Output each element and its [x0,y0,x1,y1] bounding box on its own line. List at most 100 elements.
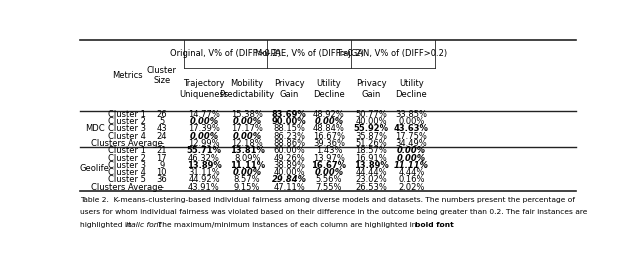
Text: -: - [161,183,163,192]
Text: 33.85%: 33.85% [396,110,428,119]
Text: Utility
Decline: Utility Decline [313,80,345,99]
Text: Cluster 4: Cluster 4 [108,132,146,141]
Text: 47.11%: 47.11% [273,183,305,192]
Text: 24: 24 [157,132,167,141]
Text: 43: 43 [157,124,167,133]
Text: 48.92%: 48.92% [313,110,345,119]
Text: 40.00%: 40.00% [273,168,305,177]
Text: 55.92%: 55.92% [354,124,388,133]
Text: 0.00%: 0.00% [232,117,262,126]
Text: users for whom individual fairness was violated based on their difference in the: users for whom individual fairness was v… [80,210,588,215]
Text: 9.15%: 9.15% [234,183,260,192]
Text: 7.55%: 7.55% [316,183,342,192]
Text: 0.00%: 0.00% [314,117,344,126]
Text: 88.15%: 88.15% [273,124,305,133]
Text: 0.00%: 0.00% [398,117,424,126]
Text: 21: 21 [157,146,167,155]
Text: 11.11%: 11.11% [394,161,429,170]
Text: TrajGAN, V% of (DIFF>0.2): TrajGAN, V% of (DIFF>0.2) [336,50,447,58]
Text: 12.99%: 12.99% [188,139,220,148]
Text: 9: 9 [159,161,164,170]
Text: 38.89%: 38.89% [273,161,305,170]
Text: 44.44%: 44.44% [355,168,387,177]
Text: highlighted in: highlighted in [80,222,134,228]
Text: 0.00%: 0.00% [232,132,262,141]
Text: Geolife: Geolife [80,165,110,173]
Text: Mo-PAE, V% of (DIFF>0.2): Mo-PAE, V% of (DIFF>0.2) [255,50,364,58]
Text: Cluster 1: Cluster 1 [108,146,146,155]
Text: 23.02%: 23.02% [355,176,387,184]
Text: 2.02%: 2.02% [398,183,424,192]
Text: 10: 10 [157,168,167,177]
Text: 86.23%: 86.23% [273,132,305,141]
Text: 17.17%: 17.17% [231,124,263,133]
Text: 48.84%: 48.84% [313,124,345,133]
Text: 0.00%: 0.00% [314,168,344,177]
Text: Cluster
Size: Cluster Size [147,66,177,85]
Text: 16.91%: 16.91% [355,154,387,163]
Text: Cluster 3: Cluster 3 [108,161,146,170]
Text: 90.00%: 90.00% [272,117,307,126]
Text: 12.18%: 12.18% [231,139,263,148]
Text: Trajectory
Uniqueness: Trajectory Uniqueness [179,80,228,99]
Text: 17.75%: 17.75% [396,132,428,141]
Text: 88.86%: 88.86% [273,139,305,148]
Text: 46.32%: 46.32% [188,154,220,163]
Text: 49.26%: 49.26% [273,154,305,163]
Text: 11.11%: 11.11% [230,161,265,170]
Text: Cluster 4: Cluster 4 [108,168,146,177]
Text: Utility
Decline: Utility Decline [396,80,428,99]
Text: 50.77%: 50.77% [355,110,387,119]
Text: 0.16%: 0.16% [398,176,424,184]
Text: 13.97%: 13.97% [313,154,345,163]
Text: 40.00%: 40.00% [355,117,387,126]
Text: Clusters Average: Clusters Average [92,183,163,192]
Text: 39.36%: 39.36% [313,139,345,148]
Text: Cluster 2: Cluster 2 [108,154,146,163]
Text: Privacy
Gain: Privacy Gain [356,80,387,99]
Text: 0.00%: 0.00% [189,132,219,141]
Text: italic font: italic font [125,222,161,228]
Text: 0.00%: 0.00% [189,117,219,126]
Text: 29.84%: 29.84% [272,176,307,184]
Text: 13.89%: 13.89% [354,161,388,170]
Text: Original, V% of (DIFF>0.2): Original, V% of (DIFF>0.2) [170,50,281,58]
Text: Cluster 3: Cluster 3 [108,124,146,133]
Text: Clusters Average: Clusters Average [92,139,163,148]
Text: 13.81%: 13.81% [230,146,264,155]
Text: 35.87%: 35.87% [355,132,387,141]
Text: bold font: bold font [415,222,454,228]
Text: 43.63%: 43.63% [394,124,429,133]
Text: 55.71%: 55.71% [186,146,221,155]
Text: Privacy
Gain: Privacy Gain [274,80,305,99]
Text: Metrics: Metrics [112,71,143,80]
Text: . The maximum/minimum instances of each column are highlighted in: . The maximum/minimum instances of each … [154,222,419,228]
Text: Mobility
Predictability: Mobility Predictability [220,80,275,99]
Text: Cluster 2: Cluster 2 [108,117,146,126]
Text: 14.77%: 14.77% [188,110,220,119]
Text: MDC: MDC [85,124,105,133]
Text: .: . [438,222,440,228]
Text: 0.00%: 0.00% [232,168,262,177]
Text: 17.39%: 17.39% [188,124,220,133]
Text: 5: 5 [159,117,164,126]
Text: 34.49%: 34.49% [396,139,428,148]
Text: Table 2.  K-means-clustering-based individual fairness among diverse models and : Table 2. K-means-clustering-based indivi… [80,197,575,203]
Text: 17: 17 [157,154,167,163]
Text: 43.91%: 43.91% [188,183,220,192]
Text: 8.09%: 8.09% [234,154,260,163]
Text: Cluster 1: Cluster 1 [108,110,146,119]
Text: 16.67%: 16.67% [312,161,346,170]
Text: 26: 26 [157,110,167,119]
Text: 13.89%: 13.89% [187,161,221,170]
Text: 44.92%: 44.92% [188,176,220,184]
Text: 31.11%: 31.11% [188,168,220,177]
Text: Cluster 5: Cluster 5 [108,176,146,184]
Text: 4.44%: 4.44% [398,168,424,177]
Text: 0.00%: 0.00% [397,146,426,155]
Text: 5.56%: 5.56% [316,176,342,184]
Text: 26.53%: 26.53% [355,183,387,192]
Text: 60.00%: 60.00% [273,146,305,155]
Text: 8.57%: 8.57% [234,176,260,184]
Text: 18.57%: 18.57% [355,146,387,155]
